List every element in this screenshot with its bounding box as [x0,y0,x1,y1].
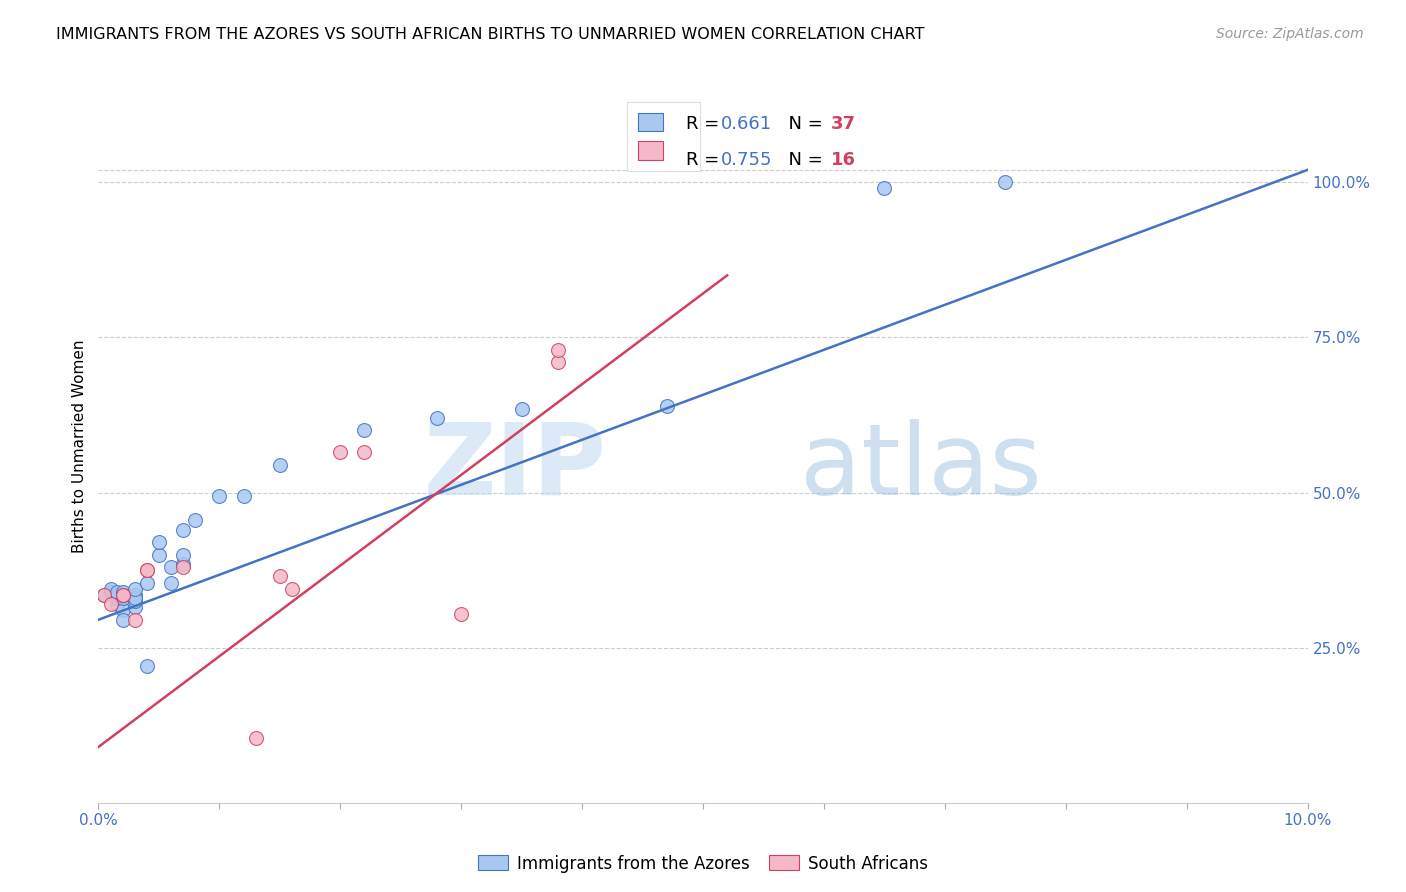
Point [172,523,194,537]
Point [100,597,122,611]
Point [135,575,157,590]
Point [100,582,122,596]
Point [93,588,115,602]
Text: IMMIGRANTS FROM THE AZORES VS SOUTH AFRICAN BIRTHS TO UNMARRIED WOMEN CORRELATIO: IMMIGRANTS FROM THE AZORES VS SOUTH AFRI… [56,27,925,42]
Point [160,575,183,590]
Text: R =: R = [686,151,725,169]
Point [135,659,157,673]
Point [208,489,231,503]
Point [124,594,146,608]
Point [510,401,533,416]
Point [172,557,194,571]
Point [105,597,128,611]
Text: ZIP: ZIP [423,419,606,516]
Point [232,489,254,503]
Point [100,584,122,599]
Point [148,535,170,549]
Point [269,569,291,583]
Legend:   ,   : , [627,102,700,171]
Text: Source: ZipAtlas.com: Source: ZipAtlas.com [1216,27,1364,41]
Point [148,548,170,562]
Text: 0.661: 0.661 [721,115,772,133]
Point [111,588,134,602]
Point [160,560,183,574]
Point [105,588,128,602]
Text: atlas: atlas [800,419,1042,516]
Point [111,588,134,602]
Point [124,591,146,605]
Text: N =: N = [778,115,828,133]
Point [172,560,194,574]
Legend: Immigrants from the Azores, South Africans: Immigrants from the Azores, South Africa… [471,848,935,880]
Text: N =: N = [778,151,828,169]
Point [547,343,569,357]
Text: R =: R = [686,115,725,133]
Text: 37: 37 [831,115,856,133]
Point [994,175,1017,189]
Point [547,355,569,369]
Point [353,445,375,459]
Point [111,591,134,605]
Point [135,563,157,577]
Point [269,458,291,472]
Text: 0.755: 0.755 [721,151,772,169]
Point [124,600,146,615]
Point [111,603,134,617]
Text: 16: 16 [831,151,856,169]
Point [124,588,146,602]
Point [329,445,352,459]
Point [105,591,128,605]
Point [426,411,449,425]
Point [184,513,207,527]
Point [124,582,146,596]
Point [105,584,128,599]
Point [93,588,115,602]
Point [281,582,304,596]
Point [124,613,146,627]
Point [124,591,146,605]
Point [135,563,157,577]
Point [353,424,375,438]
Point [450,607,472,621]
Point [655,399,678,413]
Point [111,588,134,602]
Point [245,731,267,745]
Y-axis label: Births to Unmarried Women: Births to Unmarried Women [72,339,87,553]
Point [873,181,896,195]
Point [111,613,134,627]
Point [172,548,194,562]
Point [111,584,134,599]
